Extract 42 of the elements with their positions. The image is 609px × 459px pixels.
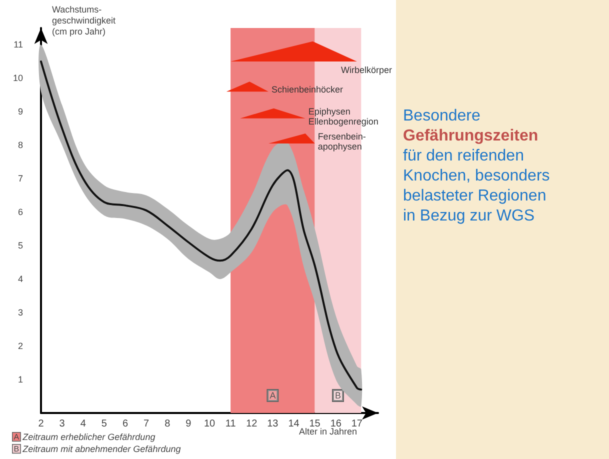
text: Besondere	[403, 108, 480, 124]
series-label: Schienbeinhöcker	[271, 84, 344, 95]
x-tick-label: 14	[288, 418, 300, 430]
x-tick-label: 11	[225, 418, 236, 430]
y-tick-label: 9	[18, 106, 23, 117]
x-tick-label: 10	[204, 418, 216, 430]
x-tick-label: 4	[80, 418, 86, 430]
x-tick-label: 16	[330, 418, 342, 430]
y-tick-label: 6	[18, 207, 23, 218]
text: Gefährungszeiten	[403, 128, 538, 144]
text: Zeitraum erheblicher Gefährdung	[20, 432, 156, 442]
text: für den reifenden Knochen, besonders belasteter Regionen in Bezug zur WGS	[403, 148, 550, 224]
x-tick-label: 17	[351, 418, 363, 430]
x-tick-label: 15	[309, 418, 321, 430]
x-tick-label: 6	[122, 418, 128, 430]
x-tick-label: 12	[246, 418, 258, 430]
text: A	[14, 432, 20, 442]
y-tick-label: 8	[18, 140, 23, 150]
y-tick-label: 10	[12, 73, 23, 84]
y-tick-label: 5	[18, 240, 23, 251]
x-tick-label: 9	[186, 418, 192, 430]
x-axis-title: Alter in Jahren	[299, 426, 358, 436]
band-label: B	[334, 390, 341, 400]
x-tick-label: 8	[164, 418, 171, 430]
y-tick-label: 2	[18, 341, 23, 352]
text: Zeitraum mit abnehmender Gefährdung	[20, 444, 181, 454]
x-tick-label: 2	[38, 418, 44, 430]
y-tick-label: 4	[18, 274, 23, 284]
y-tick-label: 11	[14, 40, 23, 50]
y-axis-title: Wachstums- geschwindigkeit (cm pro Jahr)	[52, 4, 116, 36]
y-tick-label: 3	[18, 308, 23, 318]
x-tick-label: 5	[101, 418, 108, 430]
y-tick-label: 1	[18, 374, 23, 385]
text: B	[14, 444, 20, 454]
series-label: Epiphysen Ellenbogenregion	[308, 106, 378, 126]
x-tick-label: 3	[59, 418, 66, 430]
y-tick-label: 7	[18, 174, 23, 184]
x-tick-label: 7	[144, 418, 150, 430]
series-label: Wirbelkörper	[340, 64, 392, 75]
series-label: Fersenbein- apophysen	[318, 132, 366, 152]
band-label: A	[270, 390, 276, 400]
x-tick-label: 13	[267, 418, 279, 430]
